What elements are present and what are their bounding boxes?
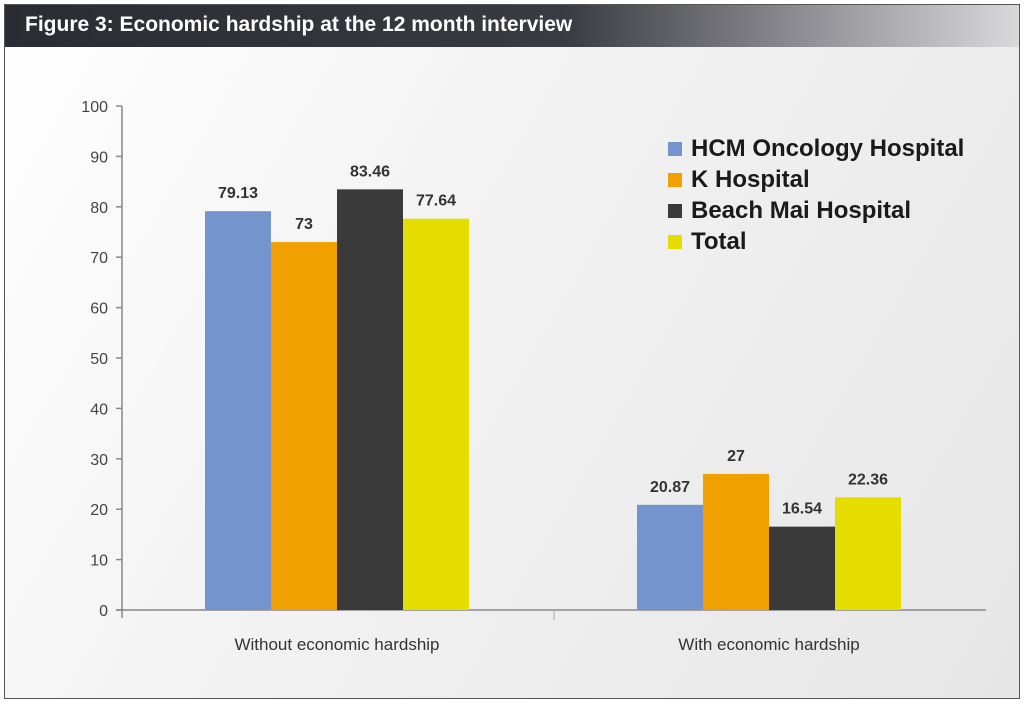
y-tick-label: 70 [90, 250, 108, 267]
bar-data-label: 20.87 [650, 479, 690, 496]
figure-title: Figure 3: Economic hardship at the 12 mo… [25, 13, 573, 36]
x-category-label: Without economic hardship [234, 635, 439, 654]
bar [337, 189, 403, 610]
legend-swatch [668, 141, 682, 156]
chart-data-labels: 79.13 73 83.46 77.64 20.87 27 16.54 22.36 [218, 163, 888, 517]
bar [271, 242, 337, 610]
bar-data-label: 79.13 [218, 185, 258, 202]
legend-label: Total [691, 227, 747, 255]
legend-label: HCM Oncology Hospital [691, 134, 965, 162]
y-tick-label: 80 [90, 200, 108, 217]
bar [835, 497, 901, 610]
bar [703, 473, 769, 610]
y-tick-label: 10 [90, 553, 108, 570]
bar [769, 526, 835, 610]
x-category-label: With economic hardship [678, 635, 859, 654]
bar-data-label: 77.64 [416, 193, 456, 210]
legend-swatch [668, 172, 682, 187]
legend-swatch [668, 203, 682, 218]
bar-data-label: 16.54 [782, 501, 822, 518]
legend-item-beach-mai: Beach Mai Hospital [668, 195, 964, 226]
legend-item-total: Total [668, 226, 964, 257]
figure-panel: Figure 3: Economic hardship at the 12 mo… [4, 4, 1020, 699]
bar-data-label: 22.36 [848, 471, 888, 488]
y-tick-label: 60 [90, 301, 108, 318]
y-tick-label: 90 [90, 149, 108, 166]
y-tick-label: 50 [90, 351, 108, 368]
bar-data-label: 73 [295, 216, 313, 233]
bar-data-label: 83.46 [350, 163, 390, 180]
bar [403, 218, 469, 610]
legend-item-hcm: HCM Oncology Hospital [668, 133, 964, 164]
y-tick-label: 40 [90, 401, 108, 418]
bar-data-label: 27 [727, 448, 745, 465]
legend-item-k-hospital: K Hospital [668, 164, 964, 195]
chart-bars [205, 189, 901, 610]
bar [637, 504, 703, 610]
chart-legend: HCM Oncology Hospital K Hospital Beach M… [668, 133, 964, 257]
legend-swatch [668, 234, 682, 249]
y-tick-label: 30 [90, 452, 108, 469]
legend-label: K Hospital [691, 165, 810, 193]
title-bar: Figure 3: Economic hardship at the 12 mo… [5, 5, 1019, 47]
bar [205, 211, 271, 610]
y-tick-label: 100 [81, 99, 108, 116]
y-tick-label: 20 [90, 502, 108, 519]
y-tick-label: 0 [99, 603, 108, 620]
legend-label: Beach Mai Hospital [691, 196, 912, 224]
